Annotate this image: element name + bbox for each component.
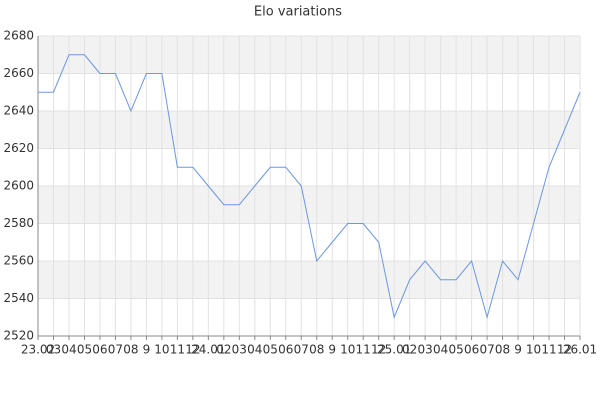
- grid-band: [38, 111, 580, 149]
- y-tick-label: 2620: [3, 141, 34, 155]
- x-tick-label: 03: [46, 343, 61, 357]
- y-tick-label: 2640: [3, 104, 34, 118]
- chart-title: Elo variations: [254, 5, 342, 20]
- x-tick-label: 03: [418, 343, 433, 357]
- x-tick-label: 12: [557, 343, 572, 357]
- x-tick-label: 06: [464, 343, 479, 357]
- x-tick-label: 02: [402, 343, 417, 357]
- x-tick-label: 06: [92, 343, 107, 357]
- y-tick-label: 2520: [3, 329, 34, 343]
- x-tick-label: 9: [328, 343, 336, 357]
- grid-band: [38, 36, 580, 74]
- x-tick-label: 10: [340, 343, 355, 357]
- x-tick-label: 04: [433, 343, 448, 357]
- data-line: [38, 54, 581, 320]
- x-tick-label: 12: [371, 343, 386, 357]
- x-tick-label: 11: [170, 343, 185, 357]
- x-tick-label: 04: [61, 343, 76, 357]
- x-tick-label: 05: [448, 343, 463, 357]
- x-tick-label: 08: [495, 343, 510, 357]
- x-tick-label: 12: [185, 343, 200, 357]
- grid-band: [38, 261, 580, 299]
- y-tick-label: 2580: [3, 216, 34, 230]
- x-tick-label: 10: [154, 343, 169, 357]
- x-tick-label: 07: [294, 343, 309, 357]
- x-tick-label: 11: [356, 343, 371, 357]
- y-tick-label: 2560: [3, 254, 34, 268]
- x-tick-label: 04: [247, 343, 262, 357]
- y-tick-label: 2660: [3, 66, 34, 80]
- x-tick-label: 26.01: [563, 343, 597, 357]
- x-tick-label: 25.01: [377, 343, 411, 357]
- y-tick-label: 2540: [3, 291, 34, 305]
- x-tick-label: 05: [77, 343, 92, 357]
- x-tick-label: 07: [479, 343, 494, 357]
- y-tick-label: 2680: [3, 29, 34, 43]
- x-tick-label: 10: [526, 343, 541, 357]
- x-tick-label: 08: [123, 343, 138, 357]
- x-tick-label: 07: [108, 343, 123, 357]
- x-tick-label: 08: [309, 343, 324, 357]
- x-tick-label: 24.01: [191, 343, 225, 357]
- x-tick-label: 23.02: [21, 343, 55, 357]
- x-tick-label: 11: [541, 343, 556, 357]
- x-tick-label: 06: [278, 343, 293, 357]
- grid-band: [38, 186, 580, 224]
- y-tick-label: 2600: [3, 179, 34, 193]
- x-tick-label: 9: [514, 343, 522, 357]
- x-tick-label: 9: [143, 343, 151, 357]
- x-tick-label: 05: [263, 343, 278, 357]
- x-tick-label: 02: [216, 343, 231, 357]
- x-tick-label: 03: [232, 343, 247, 357]
